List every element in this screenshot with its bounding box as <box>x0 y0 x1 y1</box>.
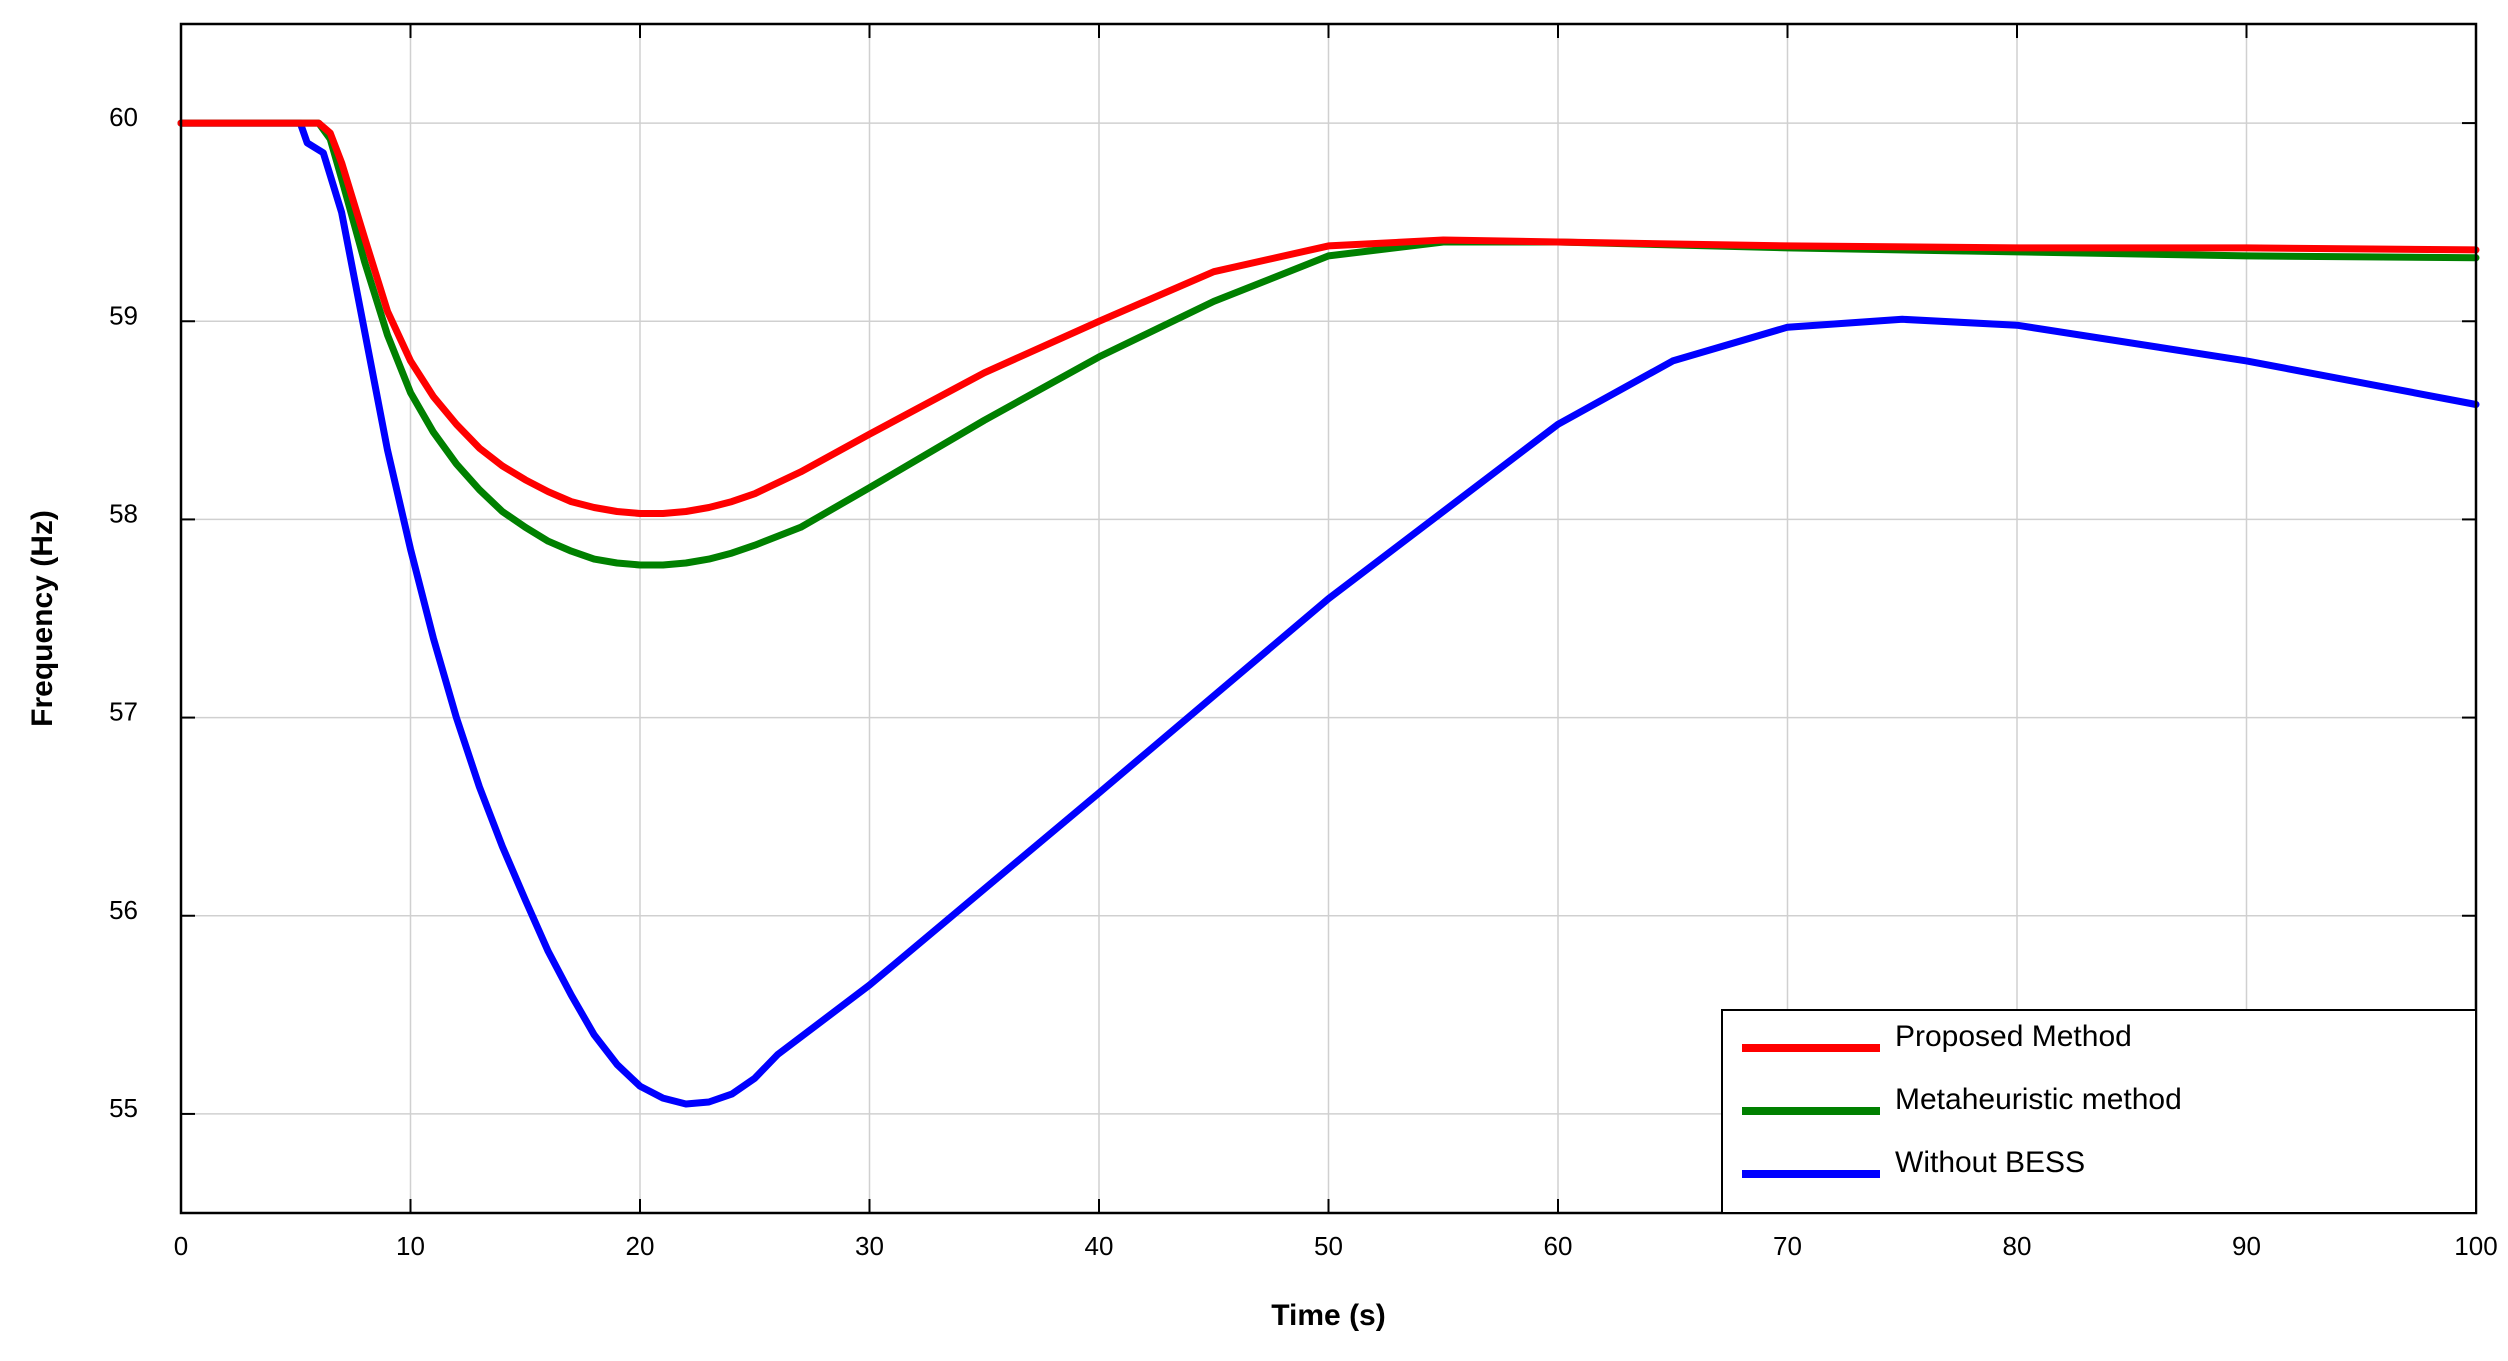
legend: Proposed Method Metaheuristic method Witho… <box>1721 1009 2477 1214</box>
grid-lines <box>180 24 2477 1213</box>
x-tick-label: 100 <box>2454 1231 2497 1261</box>
y-tick-labels: 55 56 57 58 59 60 <box>109 102 138 1123</box>
x-tick-label: 80 <box>2003 1231 2032 1261</box>
x-tick-label: 70 <box>1773 1231 1802 1261</box>
x-tick-label: 90 <box>2232 1231 2261 1261</box>
x-tick-label: 0 <box>174 1231 188 1261</box>
x-tick-label: 40 <box>1085 1231 1114 1261</box>
x-tick-label: 10 <box>396 1231 425 1261</box>
x-tick-label: 20 <box>626 1231 655 1261</box>
legend-label: Metaheuristic method <box>1895 1083 2182 1116</box>
x-tick-label: 60 <box>1544 1231 1573 1261</box>
y-tick-label: 56 <box>109 895 138 925</box>
x-tick-label: 50 <box>1314 1231 1343 1261</box>
legend-label: Without BESS <box>1895 1146 2085 1179</box>
y-tick-label: 57 <box>109 697 138 727</box>
y-tick-label: 60 <box>109 102 138 132</box>
series-line-1 <box>177 119 2480 517</box>
y-tick-label: 59 <box>109 300 138 330</box>
series-lines <box>177 119 2480 1108</box>
y-tick-label: 58 <box>109 498 138 528</box>
x-axis-title: Time (s) <box>1271 1299 1385 1332</box>
x-tick-labels: 0 10 20 30 40 50 60 70 80 90 100 <box>174 1231 2498 1261</box>
plot-frame <box>179 22 2478 1215</box>
y-tick-label: 55 <box>109 1093 138 1123</box>
y-axis-title: Frequency (Hz) <box>26 510 59 727</box>
series-line-2 <box>177 119 2480 569</box>
series-line-3 <box>177 119 2480 1108</box>
x-tick-label: 30 <box>855 1231 884 1261</box>
legend-label: Proposed Method <box>1895 1020 2132 1053</box>
